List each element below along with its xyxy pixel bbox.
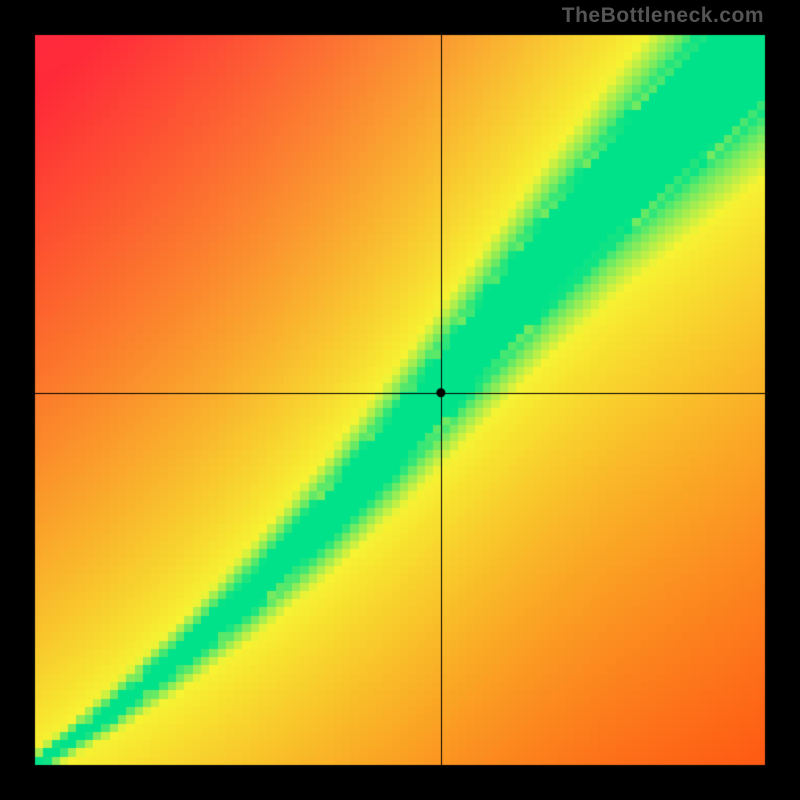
watermark-text: TheBottleneck.com	[562, 4, 764, 28]
chart-container: TheBottleneck.com	[0, 0, 800, 800]
bottleneck-heatmap	[0, 0, 800, 800]
